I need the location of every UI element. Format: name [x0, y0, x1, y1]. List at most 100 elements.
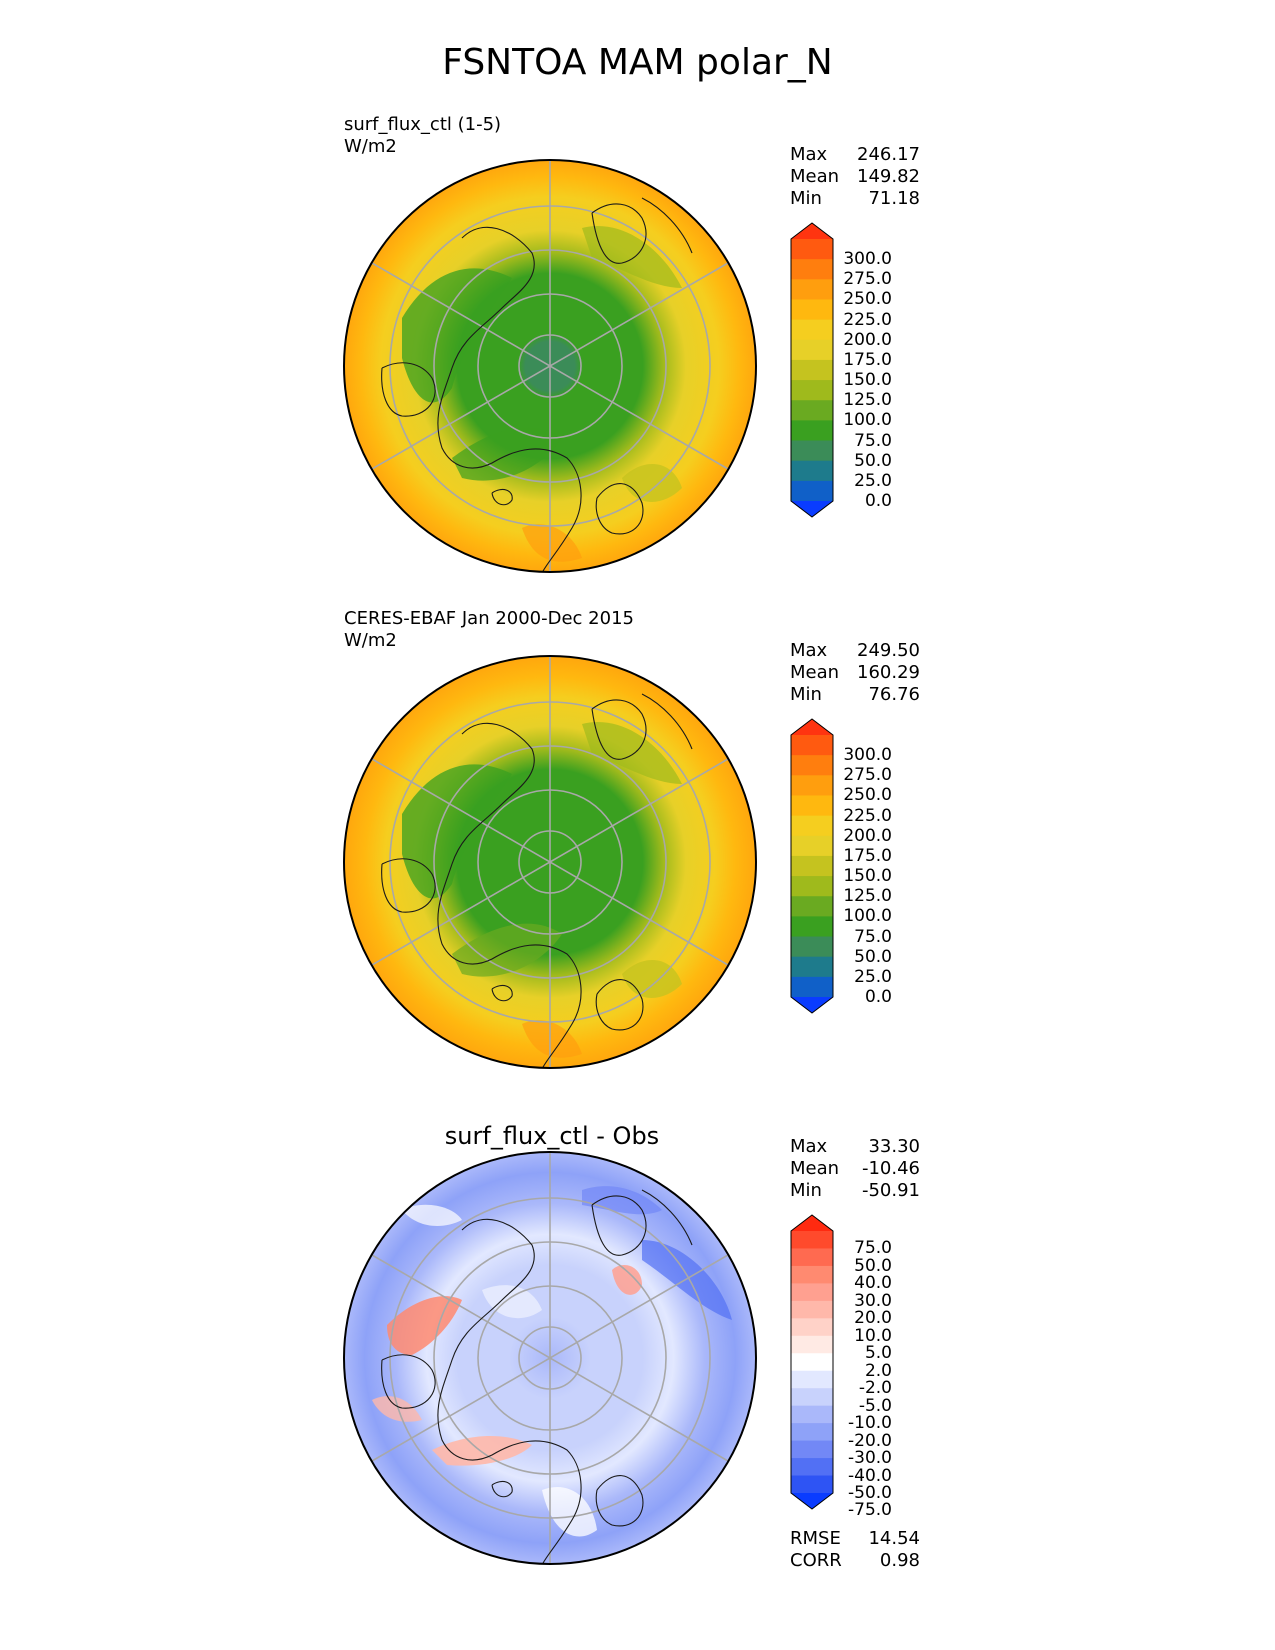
colorbar-swatch [791, 916, 833, 938]
colorbar-swatch [791, 956, 833, 978]
colorbar-swatch [791, 239, 833, 260]
colorbar-tick-label: 50.0 [854, 450, 892, 471]
colorbar-swatch [791, 1475, 833, 1494]
panel-3-colorbar [790, 1214, 834, 1510]
panel-1-stats: Max 246.17 Mean 149.82 Min 71.18 [790, 144, 920, 210]
min-label: Min [790, 1180, 822, 1201]
colorbar-extend-max [791, 223, 833, 239]
colorbar-swatch [791, 319, 833, 341]
colorbar-swatch [791, 1248, 833, 1267]
colorbar-tick-label: 5.0 [864, 1343, 892, 1364]
colorbar-tick-label: 300.0 [843, 745, 892, 766]
corr-value: 0.98 [879, 1550, 920, 1571]
panel-2-stats: Max 249.50 Mean 160.29 Min 76.76 [790, 640, 920, 706]
colorbar-outline [790, 1214, 834, 1510]
panel-3-title: surf_flux_ctl - Obs [444, 1122, 660, 1150]
colorbar-swatch [791, 876, 833, 897]
min-value: 76.76 [868, 684, 920, 705]
mean-label: Mean [790, 166, 840, 187]
panel-3-metrics: RMSE 14.54 CORR 0.98 [790, 1528, 920, 1572]
colorbar-swatch [791, 1388, 833, 1407]
colorbar-tick-label: 225.0 [843, 805, 892, 826]
panel-1-colorbar [790, 222, 834, 518]
mean-value: 149.82 [857, 166, 920, 187]
panel-3-stats: Max 33.30 Mean -10.46 Min -50.91 [790, 1136, 920, 1202]
colorbar-tick-label: 175.0 [843, 349, 892, 370]
colorbar-outline [790, 222, 834, 518]
colorbar-tick-label: -50.0 [848, 1483, 892, 1503]
max-value: 33.30 [868, 1136, 920, 1157]
colorbar-tick-label: -75.0 [848, 1500, 892, 1521]
colorbar-extend-min [791, 501, 833, 517]
colorbar-swatch [791, 755, 833, 776]
colorbar-tick-label: 20.0 [854, 1308, 892, 1329]
colorbar-tick-label: 0.0 [864, 491, 892, 511]
mean-value: 160.29 [857, 662, 920, 683]
panel-1-title: surf_flux_ctl (1-5) W/m2 [344, 114, 501, 158]
colorbar-swatch [791, 1335, 833, 1354]
mean-value: -10.46 [861, 1158, 920, 1179]
colorbar-tick-label: 175.0 [843, 845, 892, 866]
colorbar-extend-min [791, 997, 833, 1013]
corr-label: CORR [790, 1550, 842, 1571]
colorbar-swatch [791, 420, 833, 442]
min-label: Min [790, 188, 822, 209]
max-value: 249.50 [857, 640, 920, 661]
colorbar-tick-label: 2.0 [864, 1360, 892, 1381]
colorbar-tick-label: 150.0 [843, 866, 892, 887]
max-label: Max [790, 1136, 828, 1157]
colorbar-swatch [791, 835, 833, 857]
panel-2-polar-map [343, 655, 757, 1069]
colorbar-tick-label: -5.0 [858, 1395, 892, 1416]
colorbar-tick-label: 75.0 [854, 926, 892, 947]
colorbar-swatch [791, 299, 833, 321]
panel-2-title: CERES-EBAF Jan 2000-Dec 2015 W/m2 [344, 608, 634, 652]
colorbar-tick-label: 100.0 [843, 410, 892, 431]
figure-title: FSNTOA MAM polar_N [442, 42, 833, 83]
panel-2-name: CERES-EBAF Jan 2000-Dec 2015 [344, 608, 634, 629]
max-label: Max [790, 640, 828, 661]
colorbar-tick-label: 100.0 [843, 906, 892, 927]
colorbar-tick-label: 25.0 [854, 966, 892, 987]
panel-1-name: surf_flux_ctl (1-5) [344, 114, 502, 135]
colorbar-tick-label: 75.0 [854, 1238, 892, 1259]
colorbar-swatch [791, 1423, 833, 1442]
min-value: 71.18 [868, 188, 920, 209]
min-label: Min [790, 684, 822, 705]
colorbar-swatch [791, 976, 833, 998]
colorbar-swatch [791, 359, 833, 381]
colorbar-tick-label: 200.0 [843, 329, 892, 350]
colorbar-tick-label: 0.0 [864, 987, 892, 1007]
colorbar-swatch [791, 1370, 833, 1389]
colorbar-swatch [791, 1405, 833, 1424]
colorbar-swatch [791, 380, 833, 401]
panel-1-units: W/m2 [344, 136, 397, 157]
colorbar-swatch [791, 795, 833, 817]
colorbar-tick-label: -2.0 [858, 1378, 892, 1399]
colorbar-tick-label: -30.0 [848, 1448, 892, 1469]
colorbar-tick-label: 50.0 [854, 1255, 892, 1276]
rmse-value: 14.54 [868, 1528, 920, 1549]
mean-label: Mean [790, 1158, 840, 1179]
colorbar-swatch [791, 1231, 833, 1249]
panel-2-units: W/m2 [344, 630, 397, 651]
colorbar-tick-label: 40.0 [854, 1273, 892, 1294]
colorbar-outline [790, 718, 834, 1014]
colorbar-swatch [791, 1458, 833, 1477]
colorbar-tick-label: 275.0 [843, 269, 892, 290]
colorbar-tick-label: -10.0 [848, 1413, 892, 1434]
colorbar-tick-label: 125.0 [843, 886, 892, 907]
panel-2-colorbar [790, 718, 834, 1014]
colorbar-tick-label: 150.0 [843, 370, 892, 391]
max-value: 246.17 [857, 144, 920, 165]
colorbar-tick-label: 300.0 [843, 249, 892, 270]
colorbar-tick-label: -40.0 [848, 1465, 892, 1486]
panel-1-polar-map [343, 159, 757, 573]
colorbar-swatch [791, 279, 833, 300]
colorbar-tick-label: -20.0 [848, 1430, 892, 1451]
colorbar-tick-label: 125.0 [843, 390, 892, 411]
colorbar-tick-label: 25.0 [854, 470, 892, 491]
colorbar-extend-max [791, 1215, 833, 1231]
colorbar-swatch [791, 775, 833, 796]
colorbar-swatch [791, 460, 833, 482]
